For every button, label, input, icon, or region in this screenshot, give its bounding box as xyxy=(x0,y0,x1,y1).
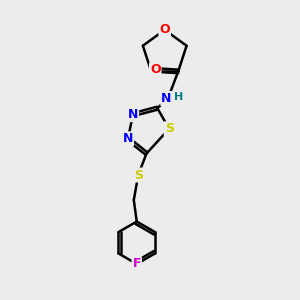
Text: F: F xyxy=(133,257,141,271)
Text: N: N xyxy=(123,132,133,145)
Text: H: H xyxy=(175,92,184,102)
Text: O: O xyxy=(150,63,160,76)
Text: S: S xyxy=(134,169,143,182)
Text: O: O xyxy=(159,23,170,36)
Text: S: S xyxy=(165,122,174,135)
Text: N: N xyxy=(161,92,172,105)
Text: N: N xyxy=(128,108,138,121)
